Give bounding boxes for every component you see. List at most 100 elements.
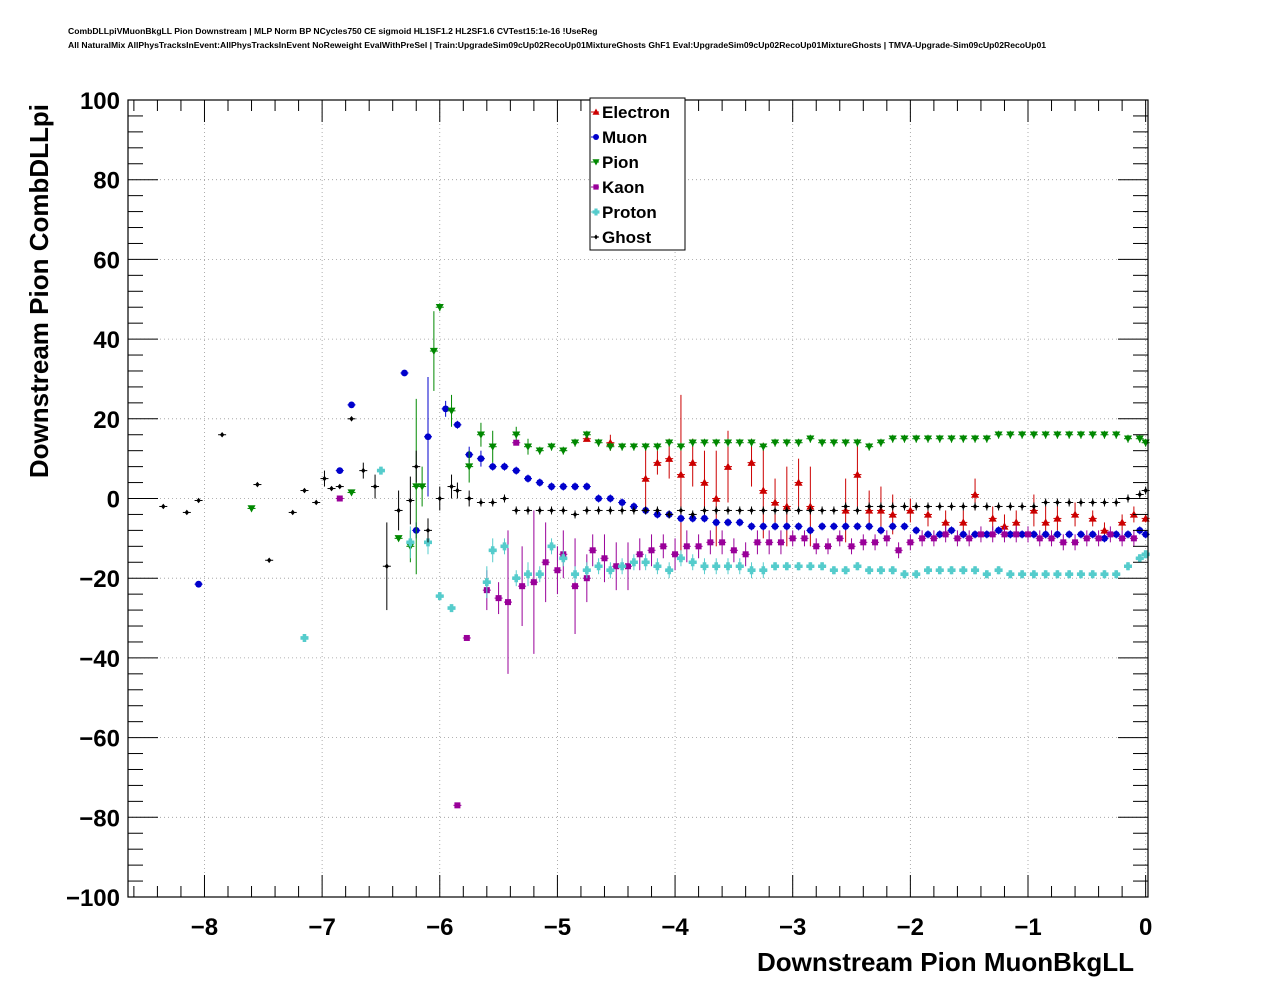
data-point [437, 495, 442, 502]
data-point [801, 535, 808, 542]
chart-title-line-2: All NaturalMix AllPhysTracksInEvent:AllP… [68, 40, 1047, 50]
data-point [772, 507, 778, 514]
data-point [949, 503, 954, 510]
y-tick-label: 100 [80, 88, 120, 115]
data-point [572, 511, 578, 518]
data-point [648, 547, 655, 554]
data-point [1102, 499, 1107, 506]
data-point [761, 507, 766, 514]
data-point [971, 490, 980, 498]
data-point [643, 507, 648, 514]
data-point [655, 507, 660, 514]
data-point [889, 522, 897, 530]
data-point [488, 546, 497, 555]
data-point [161, 503, 166, 510]
data-point [477, 455, 485, 463]
data-point [535, 447, 544, 455]
data-point [572, 583, 579, 590]
data-point [702, 507, 707, 514]
data-point [401, 369, 408, 377]
data-point [196, 497, 201, 504]
data-point [641, 443, 650, 451]
data-point [247, 505, 256, 513]
data-point [513, 439, 520, 446]
data-point [876, 439, 885, 447]
data-point [719, 539, 726, 546]
data-point [688, 558, 697, 567]
data-point [829, 439, 838, 447]
data-point [678, 507, 684, 514]
data-point [1065, 431, 1074, 439]
legend: Electron Muon Pion Kaon Proton Ghost [589, 97, 686, 251]
data-point [771, 522, 779, 530]
x-axis-label: Downstream Pion MuonBkgLL [757, 947, 1134, 977]
data-point [794, 562, 803, 571]
data-point [665, 566, 674, 575]
data-point [219, 431, 225, 438]
data-point [782, 502, 791, 510]
data-point [641, 474, 650, 482]
data-point [1124, 530, 1132, 538]
y-axis-label: Downstream Pion CombDLLpi [24, 104, 54, 478]
data-point [677, 515, 685, 522]
data-point [865, 522, 873, 530]
data-point [888, 435, 897, 443]
data-point [724, 562, 732, 571]
data-point [582, 431, 591, 439]
data-point [912, 435, 921, 443]
data-point [795, 522, 802, 530]
data-point [594, 439, 603, 447]
data-point [1100, 431, 1109, 439]
data-point [1112, 431, 1121, 439]
data-point [524, 570, 532, 579]
data-point [1012, 518, 1021, 526]
data-point [736, 519, 744, 526]
data-point [1019, 503, 1025, 510]
data-point [766, 539, 773, 546]
data-point [806, 526, 814, 534]
data-point [1041, 570, 1050, 579]
data-point [606, 566, 615, 575]
data-point [1119, 535, 1126, 542]
data-point [584, 507, 590, 514]
data-point [1018, 570, 1027, 579]
data-point [348, 401, 355, 409]
data-point [941, 518, 950, 526]
legend-marker [593, 134, 599, 140]
data-point [747, 458, 756, 466]
data-point [1095, 535, 1102, 542]
data-point [1088, 431, 1097, 439]
data-point [947, 435, 956, 443]
data-point [707, 539, 714, 546]
data-point [747, 439, 756, 447]
data-point [184, 509, 190, 516]
data-point [994, 566, 1003, 575]
data-point [490, 499, 495, 506]
data-point [447, 407, 456, 415]
data-point [495, 595, 502, 602]
data-point [442, 405, 450, 413]
data-point [329, 485, 334, 492]
data-point [449, 483, 454, 490]
data-point [618, 499, 626, 506]
data-point [1124, 435, 1132, 443]
data-point [782, 439, 791, 447]
data-point [855, 507, 860, 514]
x-tick-label: −7 [308, 914, 335, 941]
x-tick-label: −8 [191, 914, 218, 941]
data-point [912, 526, 920, 534]
data-point [336, 467, 344, 475]
data-point [1076, 431, 1085, 439]
legend-marker [592, 159, 600, 166]
data-point [613, 563, 620, 570]
data-point [700, 478, 709, 486]
data-point [424, 433, 432, 441]
data-point [759, 566, 768, 575]
data-point [872, 539, 879, 546]
data-point [300, 633, 309, 642]
data-point [924, 435, 932, 443]
data-point [1118, 518, 1127, 526]
data-point [583, 483, 591, 490]
x-tick-label: −2 [897, 914, 924, 941]
data-point [537, 507, 542, 514]
